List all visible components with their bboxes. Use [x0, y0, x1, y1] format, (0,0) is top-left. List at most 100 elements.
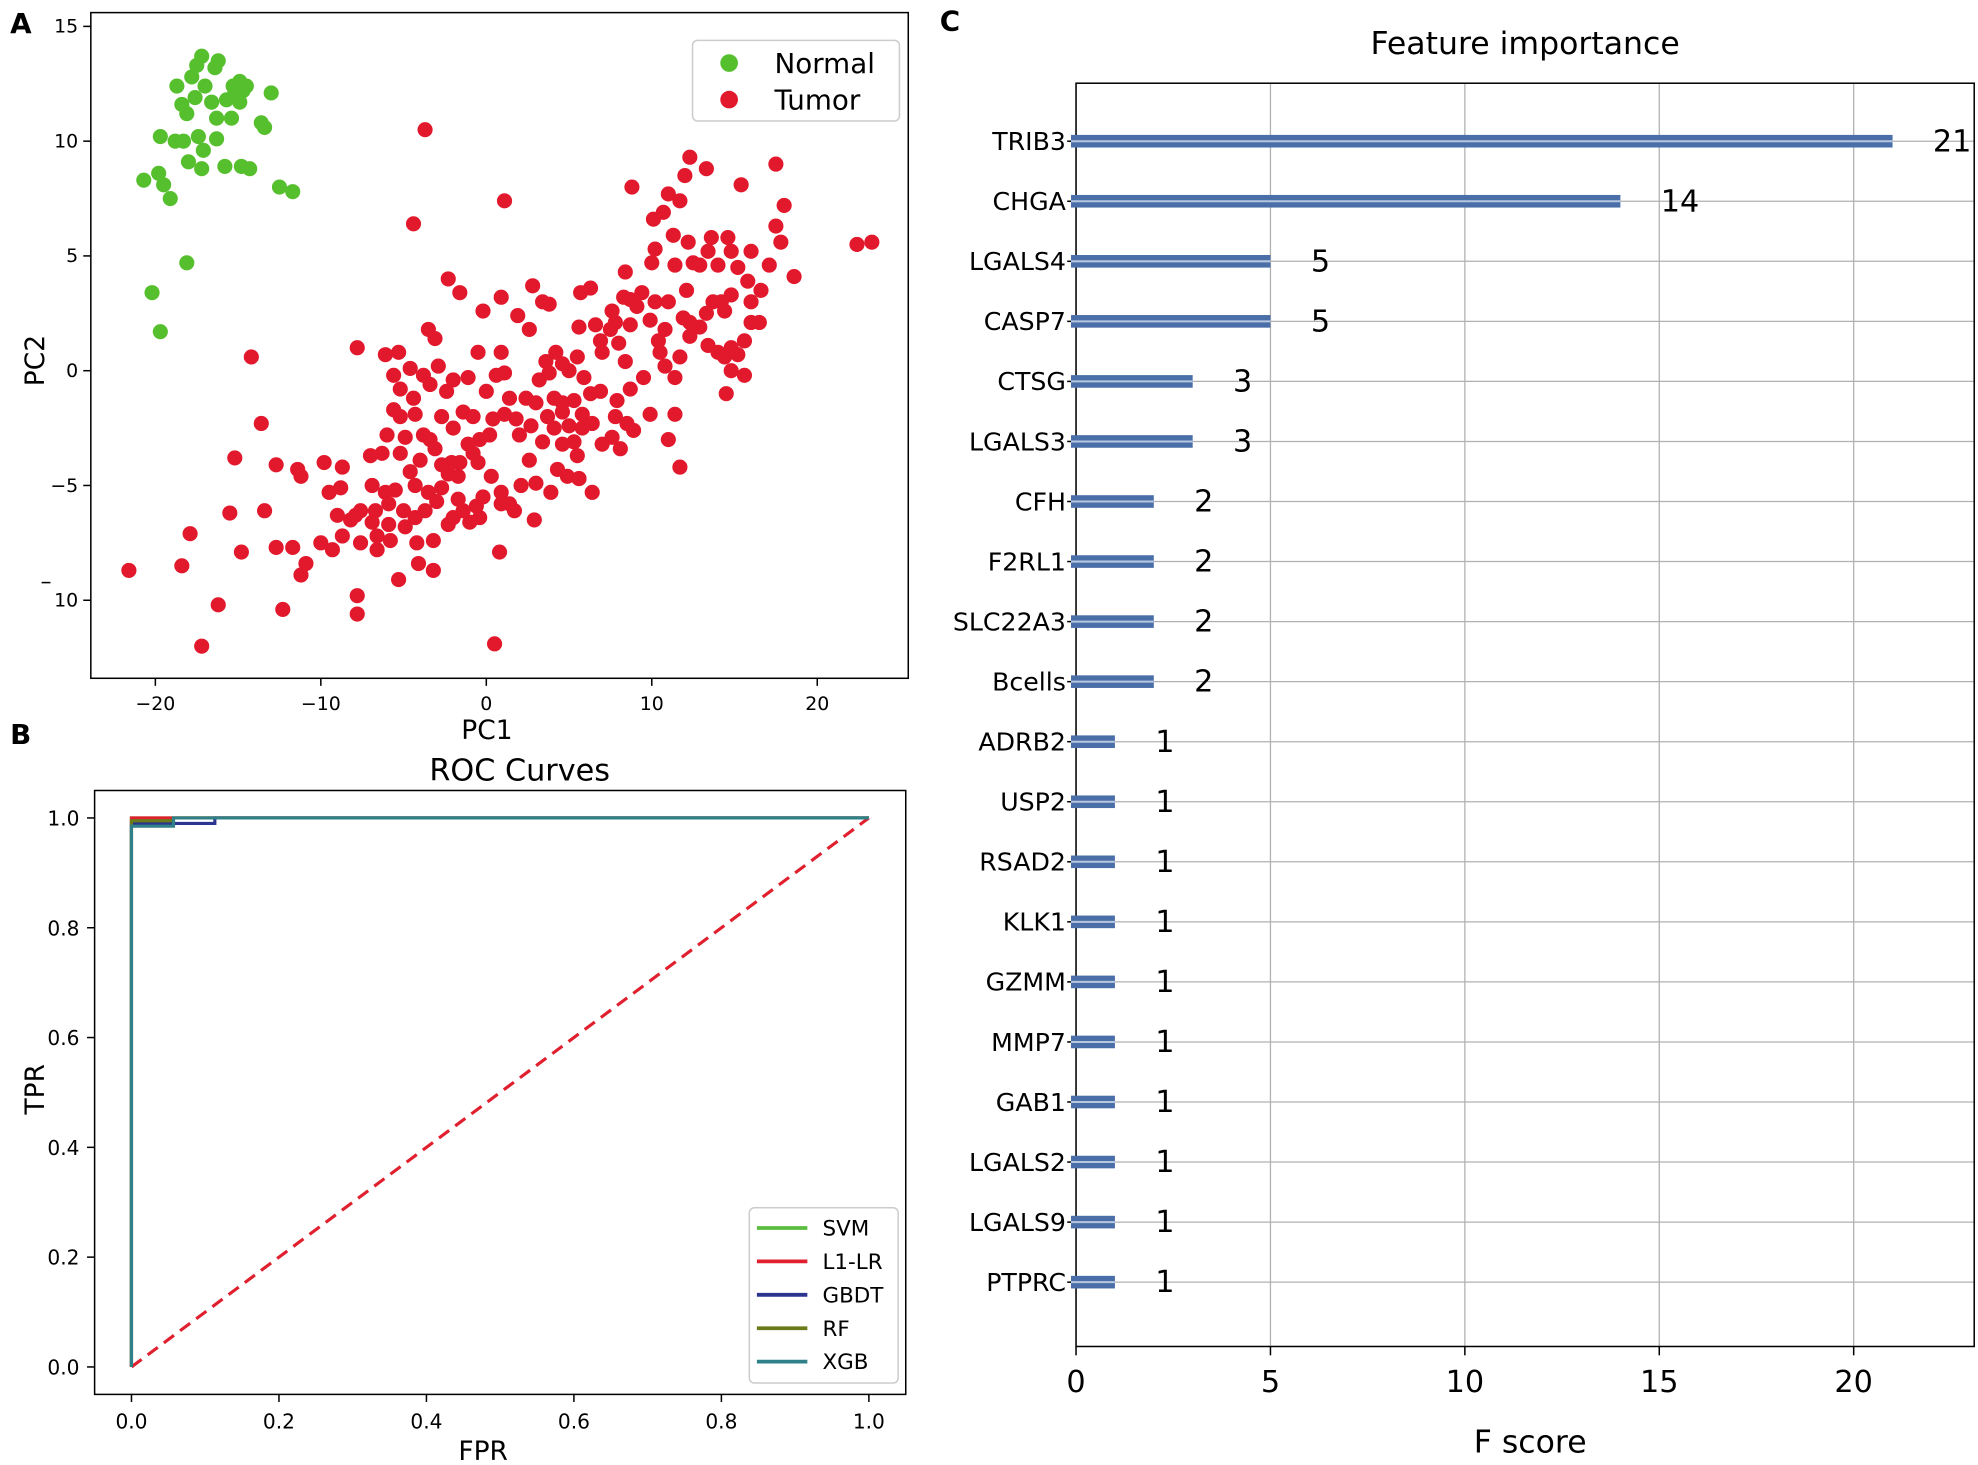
legend-box: [748, 1207, 899, 1384]
tumor-point: [470, 344, 486, 360]
tumor-point: [576, 370, 592, 386]
tumor-point: [548, 344, 564, 360]
tumor-point: [275, 601, 291, 617]
normal-point: [204, 94, 220, 110]
normal-point: [162, 190, 178, 207]
tumor-point: [227, 450, 243, 466]
tumor-point: [233, 544, 249, 560]
tumor-point: [334, 528, 350, 544]
normal-point: [195, 142, 211, 158]
tumor-point: [528, 395, 544, 411]
tumor-point: [635, 370, 652, 386]
legend-label-gbdt: GBDT: [822, 1283, 884, 1308]
tumor-point: [268, 457, 284, 473]
bar-value-label: 21: [1933, 124, 1972, 159]
x-tick-label: 0: [1066, 1365, 1085, 1400]
tumor-point: [535, 434, 551, 450]
tumor-point: [374, 445, 390, 461]
tumor-point: [594, 344, 610, 360]
tumor-point: [491, 544, 508, 560]
tumor-point: [554, 404, 570, 420]
normal-point: [233, 158, 249, 174]
tumor-point: [710, 257, 726, 273]
x-tick-label: 10: [1446, 1365, 1485, 1400]
tumor-point: [485, 411, 501, 427]
normal-point: [190, 128, 206, 145]
normal-point: [232, 94, 248, 110]
panel-c-plot-frame: [1075, 82, 1975, 1348]
tumor-point: [425, 532, 441, 549]
tumor-point: [409, 535, 425, 551]
y-tick-label: Bcells: [992, 667, 1066, 696]
tumor-point: [786, 269, 802, 285]
tumor-point: [736, 333, 753, 349]
tumor-point: [470, 454, 486, 471]
tumor-point: [364, 477, 380, 494]
tumor-point: [343, 512, 359, 528]
panel-a-x-axis-label: PC1: [461, 715, 512, 746]
tumor-point: [367, 503, 384, 519]
tumor-point: [546, 420, 562, 436]
tumor-point: [417, 122, 433, 138]
tumor-point: [569, 448, 585, 464]
tumor-point: [692, 319, 708, 335]
bar-value-label: 1: [1155, 725, 1174, 760]
panel-b-title: ROC Curves: [429, 753, 610, 788]
tumor-point: [773, 234, 789, 250]
tumor-point: [410, 555, 427, 572]
legend-label-l1-lr: L1-LR: [822, 1250, 882, 1275]
tumor-point: [402, 464, 418, 480]
tumor-point: [672, 459, 688, 475]
tumor-point: [624, 179, 640, 195]
y-tick-label: KLK1: [1003, 908, 1066, 937]
y-tick-label: PTPRC: [986, 1268, 1066, 1297]
tumor-point: [657, 321, 673, 337]
x-tick-label: 20: [1834, 1365, 1873, 1400]
normal-point: [257, 119, 273, 135]
tumor-point: [619, 415, 635, 432]
y-tick-label: LGALS9: [969, 1208, 1066, 1237]
bar-value-label: 3: [1233, 364, 1252, 399]
tumor-point: [268, 539, 284, 556]
tumor-point: [475, 303, 491, 319]
tumor-point: [472, 510, 488, 526]
x-tick-label: 20: [805, 693, 829, 715]
panel-c-title: Feature importance: [1370, 26, 1679, 62]
tumor-point: [672, 193, 688, 209]
tumor-point: [508, 411, 524, 427]
bar-value-label: 1: [1155, 1025, 1174, 1060]
y-tick-label: CFH: [1015, 487, 1066, 516]
y-tick-label: 0.6: [47, 1026, 79, 1050]
tumor-point: [465, 409, 481, 425]
panel-label-b: B: [10, 718, 31, 751]
tumor-point: [561, 418, 577, 434]
y-tick-label: ADRB2: [978, 728, 1066, 757]
tumor-point: [751, 314, 767, 331]
tumor-point: [680, 234, 696, 250]
tumor-point: [407, 510, 423, 526]
tumor-point: [584, 484, 600, 500]
tumor-point: [434, 409, 450, 425]
y-tick-label: −5: [50, 475, 78, 497]
normal-point: [197, 78, 213, 94]
legend-label-rf: RF: [822, 1317, 849, 1342]
tumor-point: [740, 273, 756, 289]
tumor-point: [460, 370, 476, 386]
tumor-point: [604, 303, 620, 319]
tumor-point: [864, 234, 880, 250]
panel-label-c: C: [940, 4, 960, 37]
tumor-point: [587, 317, 604, 333]
tumor-point: [496, 406, 513, 422]
tumor-point: [510, 308, 526, 324]
x-tick-label: 10: [640, 693, 664, 715]
tumor-point: [362, 448, 379, 464]
tumor-point: [543, 484, 559, 500]
tumor-point: [412, 452, 428, 468]
tumor-point: [667, 406, 683, 422]
y-tick-label: 1.0: [47, 807, 79, 831]
tumor-point: [445, 420, 461, 436]
y-tick-label: 0.2: [47, 1246, 79, 1270]
tumor-point: [324, 542, 340, 558]
x-tick-label: 0: [480, 693, 492, 715]
